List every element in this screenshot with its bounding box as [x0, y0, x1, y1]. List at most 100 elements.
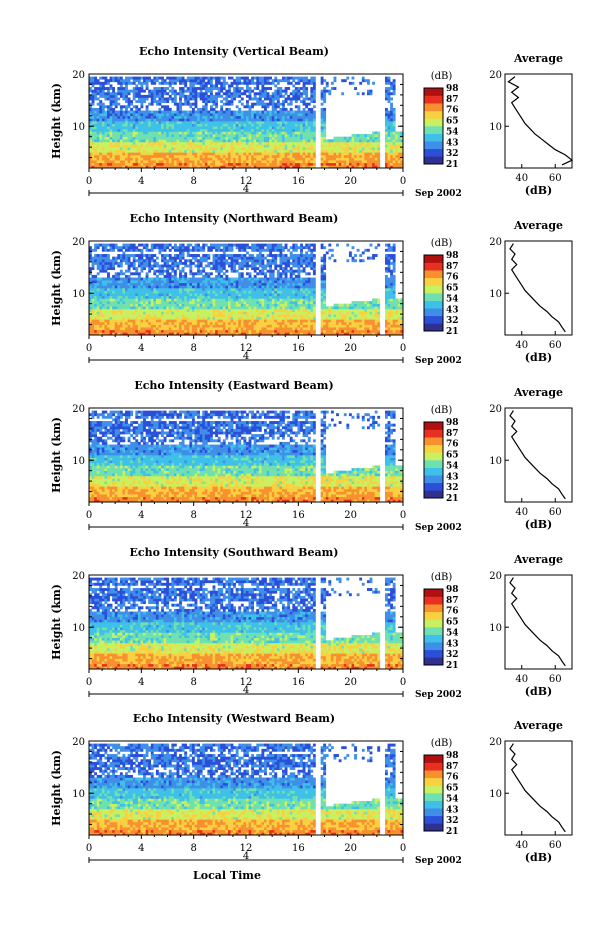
heatmap-cell — [173, 100, 177, 104]
heatmap-cell — [189, 147, 193, 151]
heatmap-cell — [258, 102, 262, 106]
heatmap-cell — [191, 314, 195, 318]
heatmap-cell — [125, 324, 128, 328]
heatmap-cell — [256, 76, 260, 80]
heatmap-cell — [392, 131, 396, 135]
heatmap-cell — [89, 102, 92, 106]
heatmap-cell — [155, 139, 159, 143]
heatmap-cell — [302, 81, 306, 85]
heatmap-cell — [191, 152, 195, 156]
heatmap-cell — [276, 102, 280, 106]
heatmap-cell — [351, 319, 355, 323]
heatmap-cell — [204, 147, 208, 151]
heatmap-cell — [179, 332, 182, 336]
heatmap-cell — [94, 308, 98, 312]
heatmap-cell — [284, 123, 288, 127]
heatmap-cell — [243, 332, 247, 336]
heatmap-cell — [323, 165, 327, 169]
heatmap-cell — [366, 316, 370, 320]
heatmap-cell — [140, 298, 144, 302]
heatmap-cell — [356, 308, 360, 312]
heatmap-cell — [384, 123, 388, 127]
heatmap-cell — [397, 316, 401, 320]
heatmap-cell — [233, 139, 236, 143]
heatmap-cell — [390, 123, 393, 127]
heatmap-cell — [158, 92, 162, 96]
heatmap-cell — [135, 89, 139, 93]
heatmap-cell — [400, 147, 404, 151]
heatmap-cell — [400, 165, 404, 169]
heatmap-cell — [305, 79, 309, 83]
heatmap-cell — [233, 321, 236, 325]
heatmap-cell — [271, 162, 275, 166]
heatmap-cell — [99, 128, 103, 132]
heatmap-cell — [173, 79, 177, 83]
heatmap-cell — [145, 87, 149, 90]
heatmap-cell — [222, 123, 226, 127]
heatmap-cell — [91, 329, 95, 333]
heatmap-cell — [300, 118, 303, 122]
heatmap-cell — [248, 134, 252, 137]
heatmap-cell — [199, 311, 203, 315]
heatmap-cell — [191, 327, 195, 331]
heatmap-cell — [89, 105, 92, 109]
heatmap-cell — [186, 144, 190, 148]
heatmap-cell — [181, 115, 185, 119]
heatmap-cell — [282, 303, 285, 307]
heatmap-cell — [320, 160, 324, 164]
heatmap-cell — [374, 134, 378, 137]
heatmap-cell — [328, 306, 332, 310]
heatmap-cell — [96, 327, 100, 331]
heatmap-cell — [158, 128, 162, 132]
colorbar-swatch — [424, 118, 443, 127]
heatmap-cell — [96, 141, 100, 145]
heatmap-cell — [148, 303, 152, 307]
heatmap-cell — [137, 139, 141, 143]
heatmap-cell — [297, 107, 301, 111]
heatmap-cell — [112, 94, 116, 98]
heatmap-cell — [264, 87, 267, 90]
heatmap-cell — [99, 303, 103, 307]
heatmap-cell — [279, 157, 283, 161]
heatmap-cell — [168, 152, 172, 156]
heatmap-cell — [109, 321, 113, 325]
heatmap-cell — [377, 144, 381, 148]
heatmap-cell — [390, 311, 393, 315]
heatmap-cell — [384, 136, 388, 140]
heatmap-cell — [256, 84, 260, 88]
heatmap-cell — [261, 162, 265, 166]
heatmap-cell — [248, 154, 252, 158]
heatmap-cell — [366, 162, 370, 166]
heatmap-cell — [135, 308, 139, 312]
heatmap-cell — [99, 332, 103, 336]
heatmap-cell — [253, 149, 257, 153]
heatmap-cell — [101, 126, 105, 130]
heatmap-cell — [220, 118, 224, 122]
heatmap-cell — [212, 154, 216, 158]
heatmap-cell — [171, 308, 175, 312]
heatmap-cell — [392, 123, 396, 127]
heatmap-cell — [199, 327, 203, 331]
heatmap-cell — [202, 128, 206, 132]
heatmap-cell — [191, 131, 195, 135]
heatmap-cell — [199, 136, 203, 140]
heatmap-cell — [191, 154, 195, 158]
heatmap-cell — [194, 147, 198, 151]
heatmap-cell — [163, 121, 167, 124]
heatmap-cell — [276, 319, 280, 323]
heatmap-cell — [248, 123, 252, 127]
heatmap-cell — [104, 113, 108, 117]
heatmap-cell — [264, 303, 267, 307]
heatmap-cell — [276, 152, 280, 156]
heatmap-cell — [312, 76, 316, 80]
heatmap-cell — [191, 160, 195, 164]
heatmap-cell — [148, 76, 152, 80]
heatmap-cell — [135, 329, 139, 333]
heatmap-cell — [248, 332, 252, 336]
heatmap-cell — [333, 149, 337, 153]
heatmap-cell — [387, 162, 391, 166]
heatmap-cell — [173, 139, 177, 143]
heatmap-cell — [222, 92, 226, 96]
heatmap-cell — [366, 139, 370, 143]
heatmap-cell — [135, 105, 139, 109]
